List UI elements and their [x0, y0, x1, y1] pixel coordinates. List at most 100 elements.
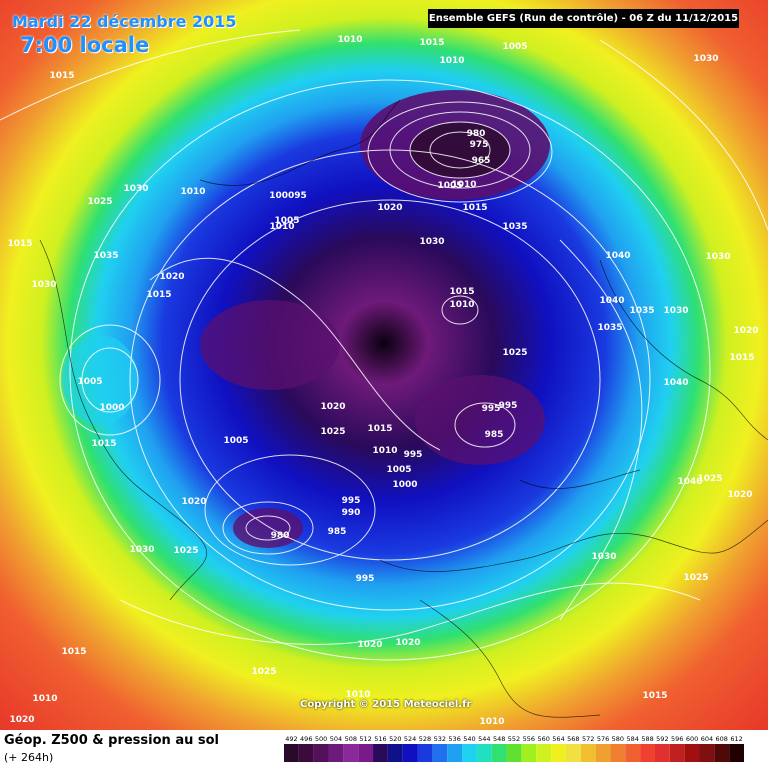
- isobar-label: 980: [271, 531, 290, 541]
- isobar-label: 1020: [181, 497, 206, 507]
- isobar-label: 1030: [663, 306, 688, 316]
- scale-tick-label: 500: [315, 735, 327, 743]
- scale-tick-label: 548: [493, 735, 505, 743]
- isobar-label: 1005: [437, 181, 462, 191]
- isobar-label: 1025: [683, 573, 708, 583]
- scale-tick-label: 584: [626, 735, 638, 743]
- scale-color-swatch: [402, 744, 418, 762]
- isobar-label: 1030: [705, 252, 730, 262]
- isobar-label: 1020: [377, 203, 402, 213]
- scale-tick-label: 544: [478, 735, 490, 743]
- scale-color-swatch: [284, 744, 299, 762]
- scale-tick-label: 540: [463, 735, 475, 743]
- isobar-label: 1040: [663, 378, 688, 388]
- isobar-label: 995: [482, 404, 501, 414]
- map-product-title: Géop. Z500 & pression au sol: [4, 733, 219, 748]
- scale-color-swatch: [551, 744, 566, 762]
- isobar-label: 1005: [274, 216, 299, 226]
- scale-color-swatch: [640, 744, 655, 762]
- scale-color-swatch: [373, 744, 388, 762]
- isobar-label: 1015: [462, 203, 487, 213]
- scale-tick-label: 532: [434, 735, 446, 743]
- scale-color-swatch: [536, 744, 552, 762]
- scale-color-swatch: [699, 744, 715, 762]
- isobar-label: 1020: [395, 638, 420, 648]
- isobar-label: 1010: [32, 694, 57, 704]
- isobar-label: 1025: [320, 427, 345, 437]
- scale-color-swatch: [580, 744, 596, 762]
- isobar-label: 1015: [367, 424, 392, 434]
- scale-color-swatch: [610, 744, 626, 762]
- scale-tick-label: 600: [686, 735, 698, 743]
- isobar-label: 1015: [146, 290, 171, 300]
- isobar-label: 1015: [729, 353, 754, 363]
- isobar-label: 1010: [449, 300, 474, 310]
- copyright-text: Copyright © 2015 Meteociel.fr: [300, 699, 472, 710]
- weather-map: 1010 1015 1005 1010 1015 980 975 965 1005 1010 101…: [0, 0, 768, 730]
- isobar-label: 100095: [269, 191, 307, 201]
- isobar-label: 1030: [591, 552, 616, 562]
- isobar-label: 1030: [419, 237, 444, 247]
- isobar-label: 1020: [320, 402, 345, 412]
- scale-color-swatch: [328, 744, 344, 762]
- isobar-label: 1025: [87, 197, 112, 207]
- isobar-label: 1025: [251, 667, 276, 677]
- isobar-label: 1015: [642, 691, 667, 701]
- isobar-label: 1035: [597, 323, 622, 333]
- isobar-label: 1010: [345, 690, 370, 700]
- isobar-label: 1010: [180, 187, 205, 197]
- scale-tick-label: 556: [523, 735, 535, 743]
- isobar-label: 990: [342, 508, 361, 518]
- scale-tick-label: 576: [597, 735, 609, 743]
- isobar-label: 1035: [629, 306, 654, 316]
- isobar-label: 1010: [439, 56, 464, 66]
- low-pressure-america: [62, 335, 138, 425]
- scale-tick-label: 512: [359, 735, 371, 743]
- scale-color-swatch: [669, 744, 685, 762]
- scale-color-swatch: [476, 744, 492, 762]
- isobar-label: 1020: [733, 326, 758, 336]
- isobar-label: 1010: [337, 35, 362, 45]
- isobar-label: 1010: [372, 446, 397, 456]
- isobar-label: 1025: [173, 546, 198, 556]
- scale-color-swatch: [432, 744, 448, 762]
- isobar-label: 1010: [269, 222, 294, 232]
- trough-east: [415, 375, 545, 465]
- scale-tick-label: 596: [671, 735, 683, 743]
- isobar-label: 995: [404, 450, 423, 460]
- scale-color-swatch: [506, 744, 522, 762]
- scale-color-swatch: [565, 744, 581, 762]
- scale-tick-label: 592: [656, 735, 668, 743]
- scale-tick-label: 604: [701, 735, 713, 743]
- scale-color-swatch: [313, 744, 329, 762]
- scale-tick-label: 612: [730, 735, 742, 743]
- scale-color-swatch: [625, 744, 641, 762]
- isobar-label: 965: [472, 156, 491, 166]
- isobar-label: 985: [485, 430, 504, 440]
- isobar-label: 1030: [693, 54, 718, 64]
- isobar-label: 1015: [449, 287, 474, 297]
- scale-tick-label: 588: [641, 735, 653, 743]
- isobar-label: 1015: [7, 239, 32, 249]
- scale-color-swatch: [417, 744, 433, 762]
- isobar-label: 985: [328, 527, 347, 537]
- isobar-label: 1030: [129, 545, 154, 555]
- scale-tick-label: 496: [300, 735, 312, 743]
- scale-color-swatch: [714, 744, 730, 762]
- scale-color-swatch: [729, 744, 744, 762]
- scale-tick-label: 508: [345, 735, 357, 743]
- forecast-time: 7:00 locale: [20, 33, 150, 57]
- isobar-label: 1040: [677, 477, 702, 487]
- scale-tick-label: 564: [552, 735, 564, 743]
- isobar-label: 1005: [223, 436, 248, 446]
- isobar-label: 1025: [697, 474, 722, 484]
- isobar-label: 1010: [479, 717, 504, 727]
- isobar-label: 995: [342, 496, 361, 506]
- forecast-date: Mardi 22 décembre 2015: [12, 12, 237, 31]
- isobar-label: 1020: [727, 490, 752, 500]
- trough-west: [200, 300, 340, 390]
- scale-color-swatch: [343, 744, 359, 762]
- isobar-label: 975: [470, 140, 489, 150]
- coastlines: [39, 99, 768, 718]
- isobar-label: 995: [356, 574, 375, 584]
